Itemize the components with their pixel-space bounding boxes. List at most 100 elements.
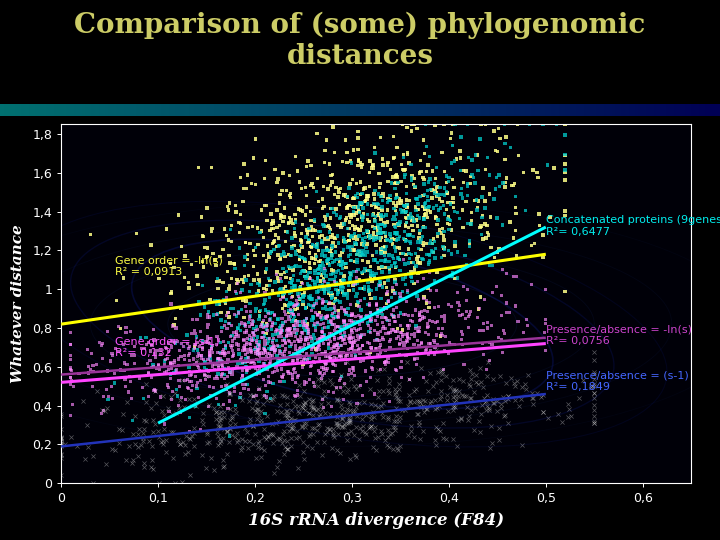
Point [504, 218, 516, 226]
Point [270, 231, 282, 239]
Point [359, 428, 371, 437]
Point [262, 241, 274, 250]
Point [351, 193, 363, 202]
Point [559, 151, 571, 160]
Point [341, 436, 353, 445]
Point [413, 341, 425, 350]
Point [391, 173, 402, 181]
Point [369, 194, 380, 203]
Point [500, 269, 512, 278]
Point [380, 255, 392, 264]
Point [364, 232, 376, 240]
Point [383, 329, 395, 338]
Point [306, 361, 318, 370]
Point [333, 395, 345, 404]
Point [357, 392, 369, 400]
Point [263, 344, 274, 353]
Point [384, 442, 395, 451]
Point [281, 301, 292, 309]
Point [192, 361, 204, 370]
Point [317, 299, 328, 307]
Point [449, 340, 460, 348]
Point [318, 297, 330, 306]
Point [356, 212, 367, 220]
Point [290, 434, 302, 443]
Point [266, 247, 277, 255]
Point [509, 382, 521, 390]
Point [405, 239, 416, 248]
Point [310, 299, 322, 308]
Point [400, 213, 411, 222]
Point [258, 361, 270, 369]
Point [309, 278, 320, 286]
Point [346, 344, 357, 353]
Point [449, 120, 461, 129]
Point [320, 347, 331, 355]
Point [362, 192, 374, 200]
Point [382, 198, 394, 207]
Point [248, 360, 260, 368]
Point [400, 260, 411, 268]
Point [381, 242, 392, 251]
Point [300, 333, 311, 342]
Point [363, 327, 374, 336]
Point [325, 204, 336, 213]
Point [220, 317, 232, 326]
Point [166, 409, 177, 418]
Point [317, 372, 328, 380]
Point [290, 341, 302, 350]
Point [357, 216, 369, 225]
Point [485, 444, 496, 453]
Point [212, 400, 224, 409]
Point [317, 395, 328, 404]
Point [490, 185, 501, 193]
Point [300, 303, 311, 312]
Point [450, 396, 462, 404]
Point [317, 195, 328, 204]
Point [357, 256, 369, 265]
Point [429, 405, 441, 414]
Point [235, 355, 246, 364]
Point [371, 299, 382, 308]
Point [357, 251, 369, 259]
Point [318, 437, 330, 446]
Point [190, 359, 202, 367]
Point [415, 245, 427, 254]
Point [499, 329, 510, 338]
Point [186, 370, 197, 379]
Point [289, 337, 300, 346]
Point [188, 346, 199, 354]
Point [143, 369, 154, 377]
Point [294, 255, 305, 264]
Point [284, 426, 295, 435]
Point [335, 333, 346, 342]
Point [300, 233, 312, 241]
Point [493, 183, 505, 191]
Point [249, 251, 261, 260]
Point [316, 238, 328, 247]
Point [412, 349, 423, 357]
Point [369, 186, 381, 195]
Point [296, 423, 307, 431]
Point [389, 185, 400, 193]
Point [347, 406, 359, 415]
Point [419, 205, 431, 213]
Point [227, 341, 238, 350]
Point [350, 312, 361, 321]
Point [389, 235, 400, 244]
Point [215, 422, 226, 430]
Point [71, 442, 83, 450]
Point [258, 354, 269, 362]
Point [288, 365, 300, 374]
Point [387, 199, 399, 207]
Point [194, 366, 205, 375]
Point [130, 412, 141, 421]
Point [412, 221, 423, 230]
Point [418, 214, 430, 222]
Point [261, 325, 273, 334]
Point [425, 236, 436, 245]
Point [163, 383, 174, 391]
Point [462, 191, 473, 200]
Point [539, 328, 550, 337]
Point [261, 256, 272, 265]
